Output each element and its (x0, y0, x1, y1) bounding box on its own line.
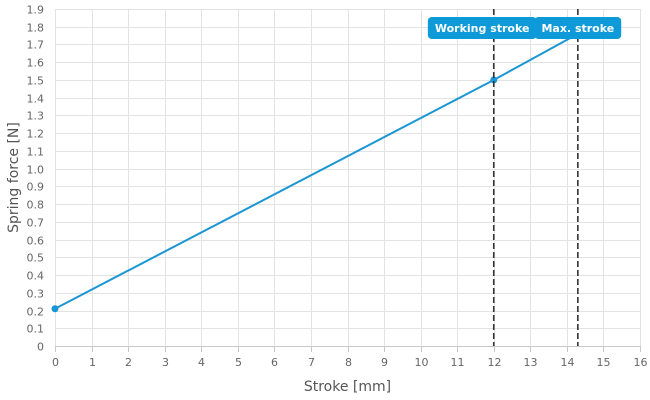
y-tick-label: 1.9 (27, 4, 45, 17)
data-point (490, 76, 498, 84)
y-tick-label: 0.6 (27, 235, 45, 248)
x-tick-label: 5 (235, 356, 242, 369)
y-tick-label: 0 (37, 341, 44, 354)
flag-box (534, 17, 622, 39)
y-tick-label: 1.4 (27, 93, 45, 106)
x-tick-label: 4 (198, 356, 205, 369)
y-tick-label: 0.7 (27, 217, 45, 230)
y-tick-label: 0.2 (27, 306, 45, 319)
y-tick-label: 1.0 (27, 164, 45, 177)
x-tick-label: 3 (162, 356, 169, 369)
y-tick-label: 1.3 (27, 110, 45, 123)
x-tick-label: 0 (52, 356, 59, 369)
y-tick-label: 0.1 (27, 323, 45, 336)
x-axis-ticks: 0 1 2 3 4 5 6 7 8 9 10 11 12 13 14 15 16 (52, 346, 648, 369)
x-tick-label: 11 (451, 356, 465, 369)
x-tick-label: 8 (345, 356, 352, 369)
x-tick-label: 7 (308, 356, 315, 369)
series-line (54, 32, 579, 310)
y-tick-label: 1.1 (27, 146, 45, 159)
y-axis-title: Spring force [N] (6, 122, 22, 233)
x-tick-label: 6 (271, 356, 278, 369)
y-tick-label: 1.7 (27, 39, 45, 52)
x-tick-label: 16 (634, 356, 648, 369)
series (51, 32, 579, 313)
y-tick-label: 0.5 (27, 252, 45, 265)
stroke-markers: Working stroke Max. stroke (427, 9, 622, 346)
flag-label: Max. stroke (541, 22, 614, 35)
stroke-marker-flag: Max. stroke (534, 17, 622, 39)
x-tick-label: 13 (524, 356, 538, 369)
x-tick-label: 2 (125, 356, 132, 369)
y-tick-label: 1.6 (27, 57, 45, 70)
y-tick-label: 0.9 (27, 181, 45, 194)
x-axis-title: Stroke [mm] (304, 379, 391, 395)
data-point (51, 305, 59, 313)
x-tick-label: 10 (415, 356, 429, 369)
x-tick-label: 15 (597, 356, 611, 369)
y-tick-label: 1.2 (27, 128, 45, 141)
flag-label: Working stroke (435, 22, 530, 35)
y-axis-ticks: 0 0.1 0.2 0.3 0.4 0.5 0.6 0.7 0.8 0.9 1.0 1.1 1.2 1.3… (27, 4, 45, 354)
grid (55, 9, 641, 347)
stroke-marker-flag: Working stroke (427, 17, 537, 39)
y-tick-label: 0.8 (27, 199, 45, 212)
x-tick-label: 14 (561, 356, 575, 369)
x-tick-label: 1 (89, 356, 96, 369)
y-tick-label: 1.5 (27, 75, 45, 88)
y-tick-label: 0.4 (27, 270, 45, 283)
x-tick-label: 9 (381, 356, 388, 369)
flag-box (427, 17, 537, 39)
x-tick-label: 12 (488, 356, 502, 369)
y-tick-label: 1.8 (27, 22, 45, 35)
y-tick-label: 0.3 (27, 288, 45, 301)
